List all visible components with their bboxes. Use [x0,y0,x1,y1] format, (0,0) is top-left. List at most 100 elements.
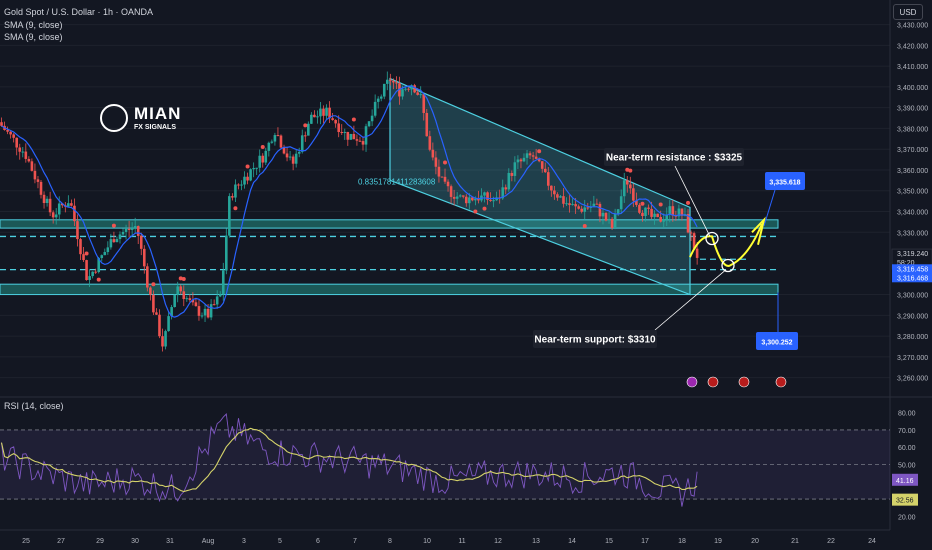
candle [194,302,198,307]
candle [221,270,225,295]
candle [404,88,407,90]
candle [443,176,447,182]
time-tick: 30 [131,538,139,545]
rsi-tick: 60.00 [898,445,916,452]
candle [76,221,79,240]
candle [431,149,435,158]
time-tick: 18 [678,538,686,545]
time-tick: 11 [458,538,465,545]
price-tag-1: 3,316.458 [897,266,928,273]
candle [501,187,505,199]
candle [48,198,52,213]
candle [106,247,110,253]
candle [88,276,91,281]
candle [185,298,189,300]
candle [313,114,316,118]
rsi-ma-value: 32.56 [896,498,914,505]
signal-dot [151,282,156,287]
candle [212,304,216,306]
candle [85,260,88,281]
signal-dot [640,201,645,206]
symbol-title: Gold Spot / U.S. Dollar · 1h · OANDA [4,7,154,17]
signal-dot [96,277,101,282]
candle [155,312,158,315]
candle [273,135,277,142]
candle [24,151,28,159]
rsi-title[interactable]: RSI (14, close) [4,401,64,411]
candle [200,315,204,317]
time-tick: 21 [791,538,799,545]
support-label-box [533,330,657,348]
sma-line [1,85,698,318]
price-tick: 3,300.000 [897,293,928,300]
rsi-ma-box [892,493,918,506]
candle [67,203,70,207]
candle [553,190,556,195]
candle [522,157,526,162]
candle [586,207,590,209]
candle [370,115,374,122]
logo: MIAN FX SIGNALS [100,104,200,140]
candle [604,212,608,221]
target-pointer [763,189,776,227]
candle [149,287,152,295]
candle [343,131,347,133]
candle [27,158,31,162]
countdown: 58:20 [897,260,915,267]
candle [234,184,237,198]
event-icon[interactable] [775,376,787,388]
candle [528,153,532,156]
candle [455,196,459,199]
signal-dot [233,206,238,211]
candle [124,228,128,232]
candle [328,107,331,119]
candle [139,235,143,249]
candle [376,98,380,102]
candle [228,196,231,236]
candle [644,207,647,217]
resistance-label: Near-term resistance : $3325 [606,153,743,164]
candle [54,214,58,218]
candle [449,186,453,197]
candle [176,286,180,295]
candle [659,216,662,222]
candle [112,239,116,243]
support-zone [0,283,779,296]
indicator-sma-1[interactable]: SMA (9, close) [4,20,63,30]
candle [653,213,656,217]
event-icon[interactable] [707,376,719,388]
candle [225,235,228,271]
candle [319,108,322,117]
time-tick: 27 [57,538,65,545]
candle [680,208,684,216]
candle [316,116,319,118]
signal-dot [111,223,116,228]
event-icon[interactable] [686,376,698,388]
candle [616,209,620,214]
candle [577,206,580,209]
candle [152,294,155,313]
candle [346,131,350,140]
candle [410,85,413,90]
candle [21,151,25,153]
time-tick: Aug [202,538,215,545]
time-tick: 29 [96,538,104,545]
candle [583,207,587,212]
signal-dot [443,160,448,165]
event-icon[interactable] [738,376,750,388]
indicator-sma-2[interactable]: SMA (9, close) [4,32,63,42]
candle [452,196,456,199]
target-price-label: 3,335.618 [769,180,800,187]
candle [237,184,240,186]
currency-button[interactable]: USD [893,4,923,20]
candle [601,212,605,217]
time-tick: 5 [278,538,282,545]
signal-dot [473,209,478,214]
candle [39,181,43,195]
candle [565,203,568,205]
stop-price-label-box [756,332,798,350]
candle [610,218,614,228]
candle [689,232,693,234]
candle [249,169,252,181]
